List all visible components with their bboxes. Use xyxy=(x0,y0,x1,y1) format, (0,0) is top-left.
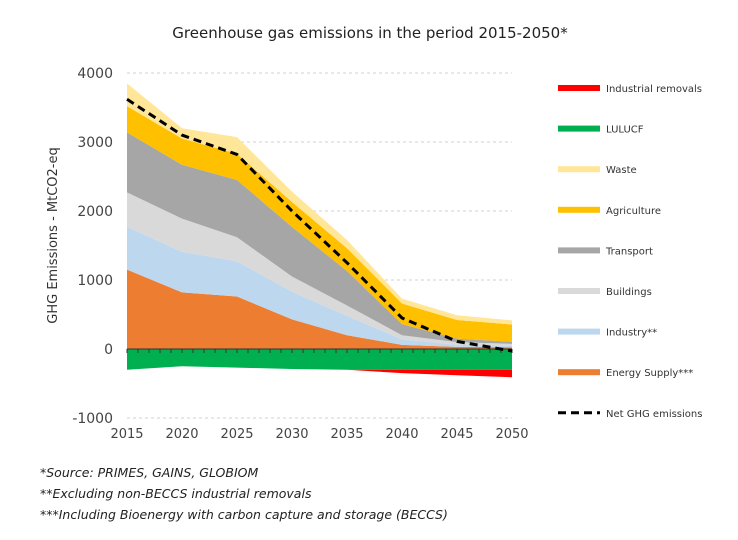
legend-swatch-lulucf xyxy=(558,125,600,132)
x-tick-label: 2025 xyxy=(220,427,253,442)
x-tick-label: 2030 xyxy=(275,427,308,442)
y-axis-label: GHG Emissions - MtCO2-eq xyxy=(46,147,61,323)
footnote-source: *Source: PRIMES, GAINS, GLOBIOM xyxy=(40,465,259,480)
legend-label-agriculture: Agriculture xyxy=(606,206,661,217)
line-net-ghg-emissions xyxy=(126,97,513,353)
y-tick-label: 0 xyxy=(104,342,113,358)
chart-plot: -1000 0 1000 2000 3000 4000 2015 2020 2025 2030 20… xyxy=(46,66,702,442)
y-tick-label: -1000 xyxy=(72,411,113,427)
x-tick-label: 2015 xyxy=(110,427,143,442)
legend-swatch-industry xyxy=(558,328,600,335)
x-tick-label: 2050 xyxy=(495,427,528,442)
legend-swatch-industrial-removals xyxy=(558,85,600,91)
legend-label-industry: Industry** xyxy=(606,328,657,339)
area-waste xyxy=(127,83,512,325)
footnote-beccs: ***Including Bioenergy with carbon captu… xyxy=(40,507,448,522)
area-lulucf xyxy=(127,349,512,370)
legend-label-waste: Waste xyxy=(606,165,637,176)
area-energy-supply xyxy=(127,269,512,349)
x-tick-label: 2040 xyxy=(385,427,418,442)
footnotes: *Source: PRIMES, GAINS, GLOBIOM **Exclud… xyxy=(40,462,448,525)
legend-label-energy-supply: Energy Supply*** xyxy=(606,368,693,379)
legend-label-industrial-removals: Industrial removals xyxy=(606,84,702,95)
x-tick-label: 2035 xyxy=(330,427,363,442)
y-tick-label: 2000 xyxy=(77,204,113,220)
area-transport xyxy=(127,132,512,344)
area-industry xyxy=(127,226,512,348)
area-agriculture xyxy=(127,106,512,342)
legend-label-buildings: Buildings xyxy=(606,287,652,298)
y-tick-label: 3000 xyxy=(77,135,113,151)
legend-label-net-ghg-emissions: Net GHG emissions xyxy=(606,409,702,420)
legend-swatch-buildings xyxy=(558,288,600,294)
legend-swatch-transport xyxy=(558,247,600,254)
legend-swatch-energy-supply xyxy=(558,369,600,376)
y-tick-label: 1000 xyxy=(77,273,113,289)
legend-label-lulucf: LULUCF xyxy=(606,125,644,136)
y-tick-label: 4000 xyxy=(77,66,113,82)
footnote-industrial-removals: **Excluding non-BECCS industrial removal… xyxy=(40,486,312,501)
area-industrial-removals xyxy=(127,366,512,378)
legend-label-transport: Transport xyxy=(605,246,653,257)
x-tick-label: 2045 xyxy=(440,427,473,442)
chart-title: Greenhouse gas emissions in the period 2… xyxy=(172,24,568,42)
legend-swatch-waste xyxy=(558,166,600,173)
x-tick-label: 2020 xyxy=(165,427,198,442)
legend-swatch-agriculture xyxy=(558,206,600,213)
